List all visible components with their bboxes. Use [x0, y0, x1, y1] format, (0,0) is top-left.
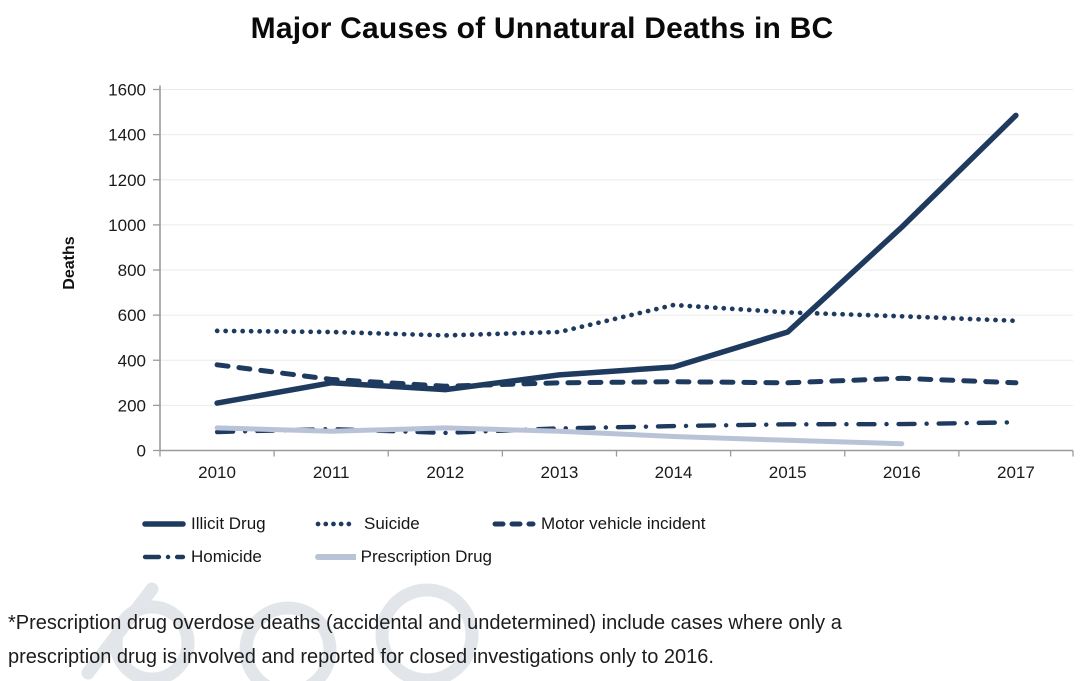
- footnote-line-1: *Prescription drug overdose deaths (acci…: [8, 612, 842, 634]
- legend-label-homicide: Homicide: [191, 547, 262, 566]
- legend-swatch-homicide: [142, 554, 186, 560]
- legend-item-homicide: Homicide: [142, 547, 315, 567]
- svg-text:2014: 2014: [655, 463, 693, 482]
- svg-text:2011: 2011: [313, 463, 350, 482]
- svg-text:400: 400: [118, 351, 146, 370]
- svg-text:2017: 2017: [997, 463, 1035, 482]
- legend-label-prescription-drug: Prescription Drug: [360, 547, 492, 566]
- line-chart: 0 200 400 600 800 1000 1200 1400 1600 2010 2011 201…: [108, 81, 1074, 482]
- svg-text:800: 800: [118, 261, 146, 280]
- watermark: [81, 582, 479, 681]
- footnote: *Prescription drug overdose deaths (acci…: [8, 606, 1070, 674]
- legend-swatch-motor-vehicle: [492, 521, 536, 527]
- legend-label-illicit-drug: Illicit Drug: [191, 514, 266, 533]
- svg-text:2012: 2012: [426, 463, 464, 482]
- legend: Illicit Drug Suicide Motor vehicle incid…: [142, 514, 705, 567]
- legend-label-suicide: Suicide: [364, 514, 420, 533]
- svg-text:2016: 2016: [883, 463, 921, 482]
- svg-text:1200: 1200: [108, 171, 146, 190]
- y-axis-title: Deaths: [61, 236, 78, 290]
- svg-text:0: 0: [137, 442, 146, 461]
- legend-swatch-prescription-drug: [315, 554, 356, 560]
- svg-text:2013: 2013: [541, 463, 579, 482]
- legend-item-motor-vehicle: Motor vehicle incident: [492, 514, 705, 534]
- chart-title: Major Causes of Unnatural Deaths in BC: [250, 12, 834, 45]
- footnote-line-2: prescription drug is involved and report…: [8, 646, 714, 668]
- legend-item-prescription-drug: Prescription Drug: [315, 547, 492, 567]
- svg-text:600: 600: [118, 306, 146, 325]
- legend-item-suicide: Suicide: [315, 514, 492, 534]
- legend-swatch-suicide: [315, 521, 359, 527]
- legend-swatch-illicit-drug: [142, 521, 186, 527]
- svg-text:1000: 1000: [108, 216, 146, 235]
- legend-item-illicit-drug: Illicit Drug: [142, 514, 315, 534]
- svg-text:2010: 2010: [198, 463, 236, 482]
- legend-label-motor-vehicle: Motor vehicle incident: [541, 514, 706, 533]
- svg-text:1600: 1600: [108, 81, 146, 100]
- svg-text:2015: 2015: [769, 463, 807, 482]
- svg-text:200: 200: [118, 396, 146, 415]
- svg-text:1400: 1400: [108, 126, 146, 145]
